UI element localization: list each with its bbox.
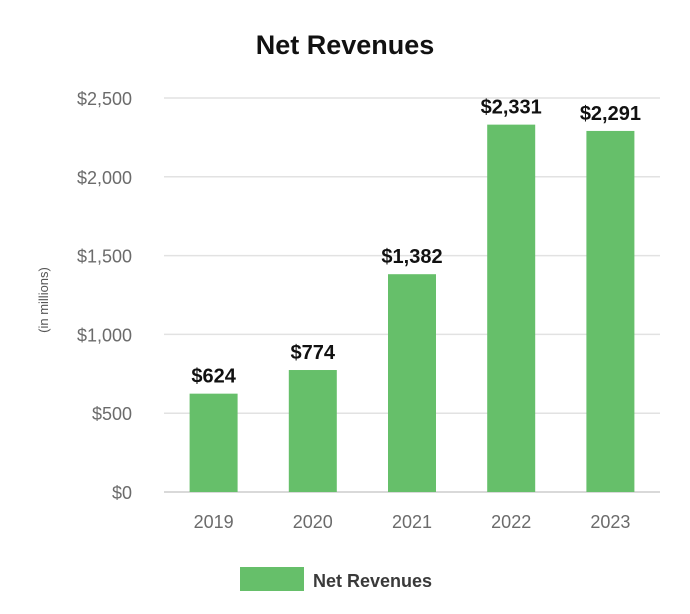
legend: Net Revenues	[240, 567, 432, 591]
y-tick-label: $1,500	[77, 247, 132, 267]
chart-title: Net Revenues	[256, 30, 435, 60]
data-label-2020: $774	[291, 342, 336, 364]
y-tick-label: $0	[112, 483, 132, 503]
legend-swatch	[240, 567, 304, 591]
bar-2021	[388, 274, 436, 492]
bar-2022	[487, 124, 536, 492]
x-axis-ticks: 2019 2020 2021 2022 2023	[194, 512, 631, 532]
y-tick-label: $2,500	[77, 89, 132, 109]
y-axis-label: (in millions)	[36, 267, 51, 333]
data-label-2019: $624	[191, 366, 236, 388]
x-tick-label: 2022	[491, 512, 531, 532]
bar-2023	[586, 130, 635, 492]
data-label-2022: $2,331	[481, 97, 542, 119]
y-tick-label: $2,000	[77, 168, 132, 188]
x-tick-label: 2023	[590, 512, 630, 532]
data-labels: $624 $774 $1,382 $2,331 $2,291	[191, 97, 641, 388]
x-tick-label: 2019	[194, 512, 234, 532]
legend-label: Net Revenues	[313, 571, 432, 591]
x-tick-label: 2020	[293, 512, 333, 532]
y-tick-label: $500	[92, 404, 132, 424]
data-label-2021: $1,382	[381, 246, 442, 268]
bar-2019	[189, 393, 238, 492]
data-label-2023: $2,291	[580, 103, 641, 125]
y-axis-ticks: $0 $500 $1,000 $1,500 $2,000 $2,500	[77, 89, 132, 503]
x-tick-label: 2021	[392, 512, 432, 532]
bars	[189, 124, 635, 492]
y-tick-label: $1,000	[77, 325, 132, 345]
bar-2020	[288, 370, 337, 492]
